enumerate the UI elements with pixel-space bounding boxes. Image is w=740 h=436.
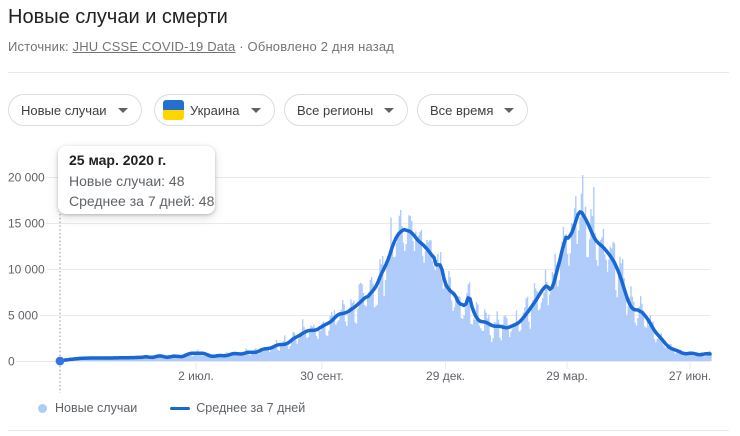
svg-text:30 сент.: 30 сент.	[300, 369, 343, 383]
svg-text:29 мар.: 29 мар.	[546, 369, 588, 383]
svg-text:15 000: 15 000	[8, 217, 45, 231]
svg-text:20 000: 20 000	[8, 171, 45, 185]
svg-text:5 000: 5 000	[8, 309, 38, 323]
svg-text:10 000: 10 000	[8, 263, 45, 277]
svg-text:29 дек.: 29 дек.	[426, 369, 465, 383]
svg-text:0: 0	[8, 355, 15, 369]
svg-text:2 июл.: 2 июл.	[178, 369, 214, 383]
svg-text:27 июн.: 27 июн.	[669, 369, 711, 383]
